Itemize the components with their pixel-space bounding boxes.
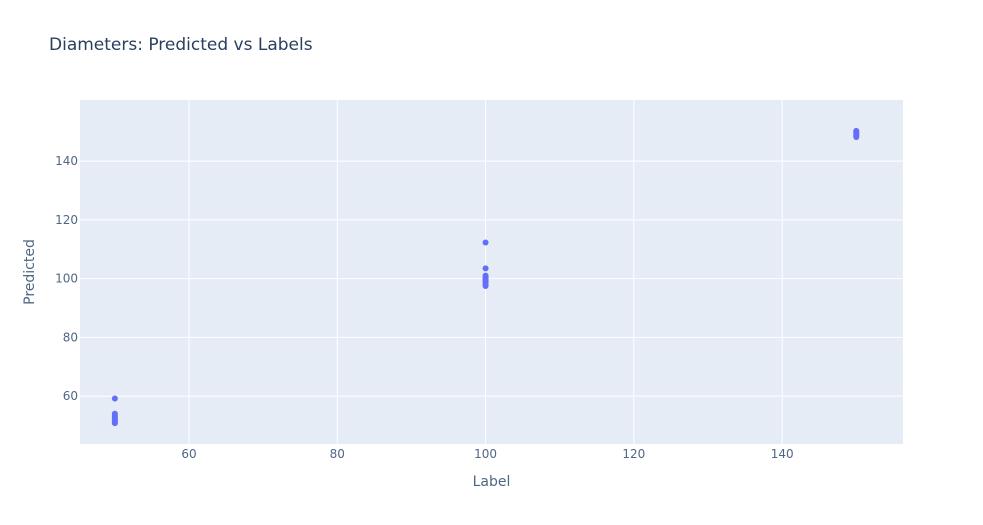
x-tick-label: 60 (181, 447, 196, 461)
x-axis-title: Label (473, 474, 511, 490)
data-point (111, 395, 118, 402)
plot-area (80, 100, 903, 444)
x-tick-label: 100 (474, 447, 497, 461)
y-tick-label: 60 (63, 389, 78, 403)
y-grid-lines (80, 160, 903, 397)
y-tick-label: 100 (55, 272, 78, 286)
data-point (853, 134, 860, 141)
data-point (111, 417, 118, 424)
y-tick-label: 120 (55, 213, 78, 227)
y-axis-title: Predicted (22, 239, 38, 305)
data-point (482, 282, 489, 289)
x-grid-lines (188, 100, 783, 444)
data-points (111, 127, 860, 427)
x-tick-label: 80 (330, 447, 345, 461)
chart-title: Diameters: Predicted vs Labels (49, 35, 313, 55)
x-tick-label: 120 (622, 447, 645, 461)
y-tick-label: 80 (63, 330, 78, 344)
x-tick-labels: 60 80 100 120 140 (181, 447, 793, 461)
y-tick-labels: 60 80 100 120 140 (55, 154, 78, 403)
y-tick-label: 140 (55, 154, 78, 168)
data-point (482, 265, 489, 272)
data-point (482, 239, 489, 246)
x-tick-label: 140 (771, 447, 794, 461)
